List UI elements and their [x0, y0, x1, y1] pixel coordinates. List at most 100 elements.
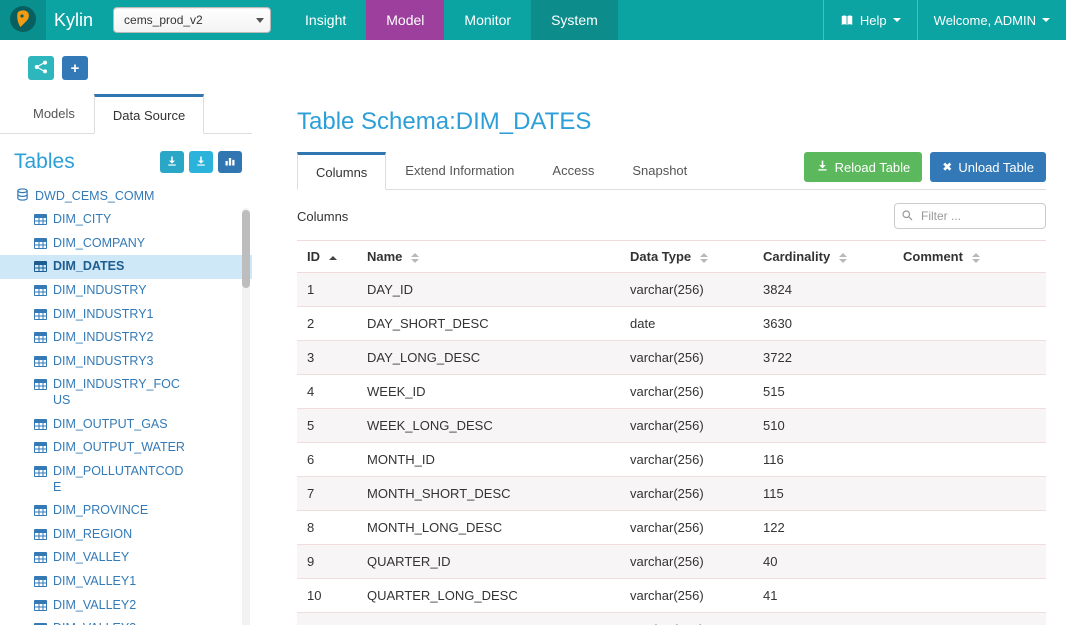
- table-icon: [34, 599, 47, 611]
- table-cell: 9: [297, 544, 357, 579]
- tree-item-label: DIM_INDUSTRY_FOCUS: [53, 377, 180, 407]
- project-select-value: cems_prod_v2: [124, 13, 203, 27]
- table-cell: [893, 374, 1046, 409]
- tree-item-dim_dates[interactable]: DIM_DATES: [0, 255, 252, 279]
- column-header-comment[interactable]: Comment: [893, 240, 1046, 273]
- table-cell: 3: [297, 340, 357, 375]
- tree-item-dim_output_gas[interactable]: DIM_OUTPUT_GAS: [0, 413, 252, 437]
- help-label: Help: [859, 12, 887, 28]
- tree-item-dim_industry3[interactable]: DIM_INDUSTRY3: [0, 350, 252, 374]
- column-header-data-type[interactable]: Data Type: [620, 240, 753, 273]
- table-cell: 515: [753, 374, 893, 409]
- database-label: DWD_CEMS_COMM: [35, 189, 155, 203]
- table-cell: 122: [753, 510, 893, 545]
- navbar: Kylin cems_prod_v2 Insight Model Monitor…: [0, 0, 1066, 40]
- tab-data-source[interactable]: Data Source: [93, 94, 205, 134]
- calculate-cardinality-button[interactable]: [218, 151, 242, 173]
- nav-item-monitor[interactable]: Monitor: [464, 12, 512, 28]
- tree-item-dim_province[interactable]: DIM_PROVINCE: [0, 499, 252, 523]
- project-select[interactable]: cems_prod_v2: [113, 7, 272, 33]
- table-row: 2 DAY_SHORT_DESC date 3630: [297, 306, 1046, 341]
- table-row: 3 DAY_LONG_DESC varchar(256) 3722: [297, 340, 1046, 375]
- user-menu[interactable]: Welcome, ADMIN: [916, 0, 1066, 40]
- table-icon: [34, 465, 47, 477]
- table-icon: [34, 214, 47, 225]
- add-model-button[interactable]: +: [62, 56, 88, 80]
- main-nav: Insight Model Monitor System: [285, 0, 618, 40]
- help-menu[interactable]: Help: [822, 0, 917, 40]
- table-icon: [34, 355, 47, 367]
- tree-item-dim_valley2[interactable]: DIM_VALLEY2: [0, 594, 252, 618]
- kylin-logo[interactable]: [0, 0, 46, 40]
- share-icon: [34, 60, 48, 77]
- tree-item-dim_valley1[interactable]: DIM_VALLEY1: [0, 570, 252, 594]
- column-header-id[interactable]: ID: [297, 240, 357, 273]
- table-cell: WEEK_LONG_DESC: [357, 408, 620, 443]
- database-icon: [16, 188, 29, 204]
- reload-table-button[interactable]: Reload Table: [803, 152, 923, 182]
- tree-item-dim_city[interactable]: DIM_CITY: [0, 208, 252, 232]
- download-icon: [166, 155, 178, 170]
- unload-table-button[interactable]: ✖ Unload Table: [930, 152, 1046, 182]
- tree-item-label: DIM_INDUSTRY1: [53, 306, 154, 321]
- nav-item-system[interactable]: System: [531, 0, 618, 40]
- table-icon: [34, 552, 47, 564]
- table-cell: varchar(256): [620, 408, 753, 443]
- columns-toolbar: Columns: [297, 203, 1046, 229]
- model-action-bar: +: [0, 40, 1066, 94]
- tree-item-dim_valley[interactable]: DIM_VALLEY: [0, 546, 252, 570]
- tree-item-dim_output_water[interactable]: DIM_OUTPUT_WATER: [0, 436, 252, 460]
- page-title: Table Schema:DIM_DATES: [297, 108, 592, 135]
- table-cell: [893, 578, 1046, 613]
- table-cell: 5: [297, 408, 357, 443]
- brand-title[interactable]: Kylin: [54, 9, 94, 30]
- table-row: 5 WEEK_LONG_DESC varchar(256) 510: [297, 408, 1046, 443]
- table-cell: 10: [297, 578, 357, 613]
- load-table-button[interactable]: [160, 151, 184, 173]
- share-button[interactable]: [28, 56, 54, 80]
- scrollbar-thumb[interactable]: [242, 210, 250, 288]
- tab-extend-information[interactable]: Extend Information: [405, 163, 515, 178]
- search-icon: [901, 209, 914, 225]
- tree-item-dim_region[interactable]: DIM_REGION: [0, 523, 252, 547]
- sidebar-tabs: Models Data Source: [0, 94, 252, 134]
- tree-item-dim_valley3[interactable]: DIM_VALLEY3: [0, 617, 252, 625]
- tree-item-dim_pollutantcode[interactable]: DIM_POLLUTANTCODE: [0, 460, 252, 499]
- table-icon: [34, 576, 47, 587]
- tree-item-dim_industry1[interactable]: DIM_INDUSTRY1: [0, 303, 252, 327]
- table-cell: 11: [297, 612, 357, 625]
- sort-icon: [411, 252, 420, 263]
- filter-input[interactable]: [894, 203, 1046, 229]
- plus-icon: +: [70, 59, 80, 77]
- table-cell: [893, 272, 1046, 307]
- table-cell: varchar(256): [620, 612, 753, 625]
- chevron-down-icon: [256, 17, 265, 23]
- column-header-cardinality[interactable]: Cardinality: [753, 240, 893, 273]
- sidebar-scrollbar[interactable]: [242, 208, 250, 625]
- tree-item-dim_industry2[interactable]: DIM_INDUSTRY2: [0, 326, 252, 350]
- chevron-down-icon: [1042, 18, 1050, 22]
- tab-snapshot[interactable]: Snapshot: [632, 163, 688, 178]
- table-cell: [893, 442, 1046, 477]
- tree-item-label: DIM_POLLUTANTCODE: [53, 463, 184, 494]
- tree-item-dim_company[interactable]: DIM_COMPANY: [0, 232, 252, 256]
- tree-item-dim_industry[interactable]: DIM_INDUSTRY: [0, 279, 252, 303]
- table-cell: YEAR_ID: [357, 612, 620, 625]
- nav-item-model[interactable]: Model: [366, 0, 445, 40]
- table-row: 10 QUARTER_LONG_DESC varchar(256) 41: [297, 578, 1046, 613]
- tree-item-dim_industry_focus[interactable]: DIM_INDUSTRY_FOCUS: [0, 373, 252, 412]
- tab-models[interactable]: Models: [33, 106, 75, 121]
- table-icon: [34, 528, 47, 540]
- table-icon: [34, 418, 47, 430]
- table-cell: WEEK_ID: [357, 374, 620, 409]
- table-cell: [893, 306, 1046, 341]
- column-header-name[interactable]: Name: [357, 240, 620, 273]
- table-cell: [893, 510, 1046, 545]
- nav-item-insight[interactable]: Insight: [305, 12, 347, 28]
- load-table-tree-button[interactable]: [189, 151, 213, 173]
- tree-database-dwd-cems-comm[interactable]: DWD_CEMS_COMM: [0, 184, 252, 208]
- tab-access[interactable]: Access: [552, 163, 595, 178]
- tab-columns[interactable]: Columns: [297, 152, 387, 190]
- table-cell: 510: [753, 408, 893, 443]
- table-cell: 40: [753, 544, 893, 579]
